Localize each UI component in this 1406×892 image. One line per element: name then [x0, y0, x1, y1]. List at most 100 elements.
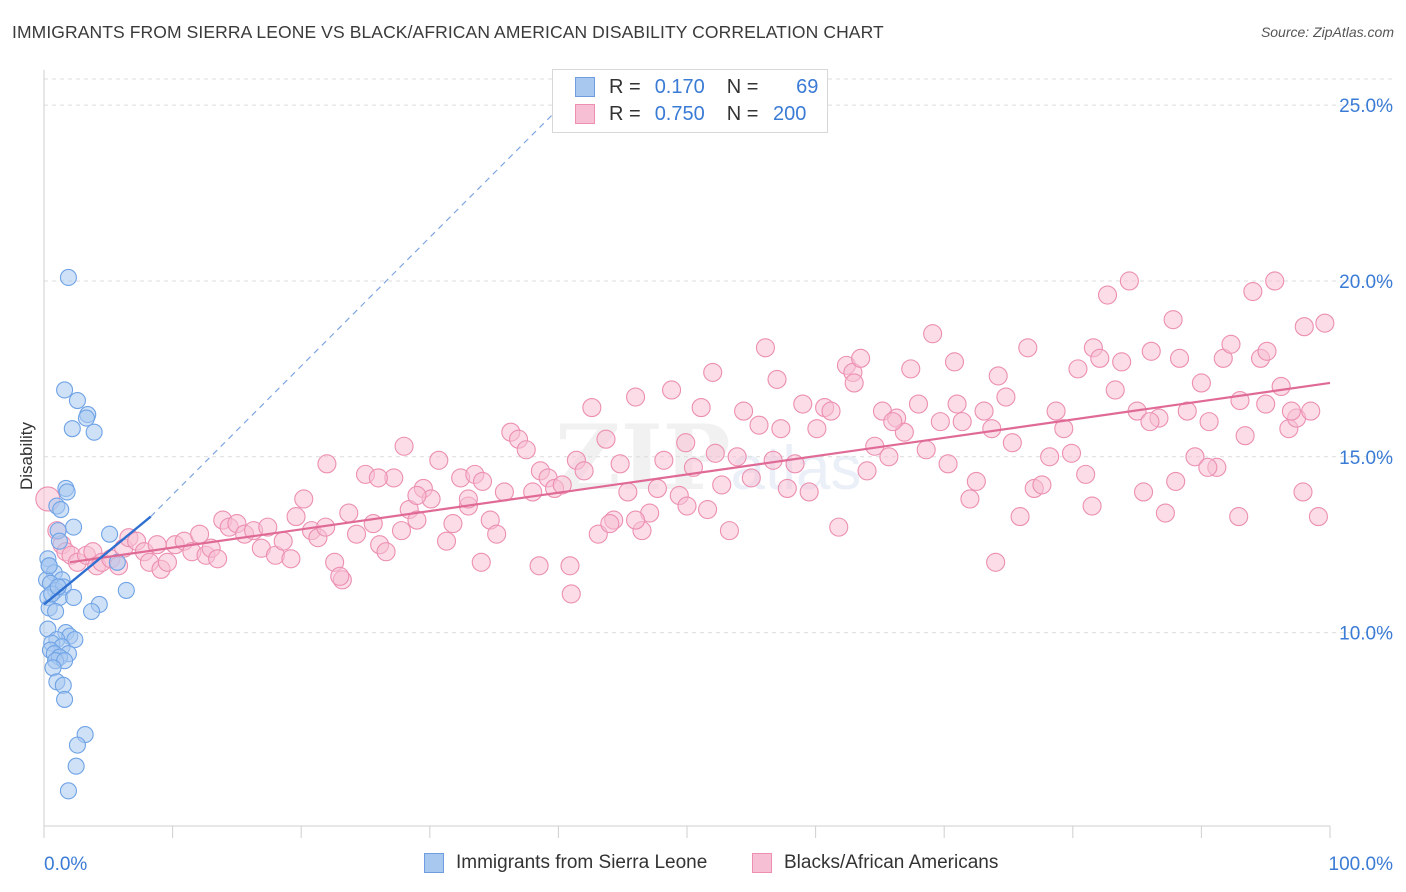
legend-r-label: R =: [609, 102, 641, 125]
data-point-immigrants-sierra-leone: [101, 525, 119, 543]
data-point-blacks-african-americans: [1141, 341, 1161, 361]
data-point-blacks-african-americans: [330, 566, 350, 586]
legend-n-value: 200: [773, 102, 807, 125]
data-point-blacks-african-americans: [982, 419, 1002, 439]
data-point-blacks-african-americans: [560, 556, 580, 576]
data-point-immigrants-sierra-leone: [58, 483, 76, 501]
data-point-blacks-african-americans: [1002, 433, 1022, 453]
data-point-blacks-african-americans: [281, 549, 301, 569]
data-point-blacks-african-americans: [1308, 507, 1328, 527]
data-point-blacks-african-americans: [1068, 359, 1088, 379]
data-point-blacks-african-americans: [727, 447, 747, 467]
data-point-immigrants-sierra-leone: [65, 518, 83, 536]
data-point-blacks-african-americans: [676, 433, 696, 453]
data-point-blacks-african-americans: [1315, 313, 1335, 333]
data-point-blacks-african-americans: [1040, 447, 1060, 467]
data-point-blacks-african-americans: [960, 489, 980, 509]
data-point-blacks-african-americans: [851, 348, 871, 368]
legend-r-label: R =: [609, 75, 641, 98]
data-point-blacks-african-americans: [1082, 496, 1102, 516]
data-point-blacks-african-americans: [1257, 341, 1277, 361]
data-point-blacks-african-americans: [391, 521, 412, 541]
data-point-blacks-african-americans: [487, 524, 507, 544]
legend-r-value: 0.750: [654, 102, 705, 125]
data-point-blacks-african-americans: [1281, 401, 1301, 421]
data-point-immigrants-sierra-leone: [59, 268, 77, 287]
data-point-blacks-african-americans: [698, 499, 718, 520]
data-point-blacks-african-americans: [1166, 471, 1186, 491]
data-point-immigrants-sierra-leone: [85, 423, 103, 441]
data-point-blacks-african-americans: [952, 412, 972, 432]
data-point-blacks-african-americans: [703, 362, 723, 382]
data-point-blacks-african-americans: [1090, 348, 1110, 368]
data-point-blacks-african-americans: [821, 401, 841, 421]
legend-swatch-pink: [575, 104, 595, 124]
data-point-blacks-african-americans: [996, 387, 1016, 407]
data-point-blacks-african-americans: [574, 461, 594, 481]
data-point-blacks-african-americans: [208, 549, 228, 569]
correlation-legend: R = 0.170 N = 69 R = 0.750 N = 200: [552, 69, 828, 133]
data-point-blacks-african-americans: [1054, 419, 1074, 439]
data-point-immigrants-sierra-leone: [50, 532, 68, 550]
data-point-immigrants-sierra-leone: [67, 757, 85, 775]
data-point-blacks-african-americans: [1018, 338, 1038, 358]
data-point-blacks-african-americans: [1169, 348, 1190, 368]
data-point-immigrants-sierra-leone: [117, 581, 135, 599]
trend-line-blacks-african-americans: [69, 381, 1331, 564]
data-point-blacks-african-americans: [1097, 285, 1118, 305]
data-point-blacks-african-americans: [1076, 464, 1096, 484]
data-point-blacks-african-americans: [436, 531, 457, 551]
data-point-blacks-african-americans: [458, 489, 478, 509]
data-point-blacks-african-americans: [1032, 475, 1052, 495]
chart-title: IMMIGRANTS FROM SIERRA LEONE VS BLACK/AF…: [12, 22, 884, 42]
data-point-blacks-african-americans: [600, 514, 620, 534]
data-point-immigrants-sierra-leone: [44, 659, 62, 677]
data-point-blacks-african-americans: [472, 471, 493, 491]
data-point-blacks-african-americans: [741, 468, 761, 488]
trend-lines: [43, 108, 1331, 606]
trend-line-sierra-leone: [43, 515, 152, 606]
data-point-blacks-african-americans: [443, 514, 463, 534]
data-point-blacks-african-americans: [938, 454, 958, 474]
data-point-blacks-african-americans: [346, 524, 367, 544]
data-point-immigrants-sierra-leone: [68, 736, 86, 754]
bottom-legend-label: Blacks/African Americans: [784, 852, 999, 873]
data-point-blacks-african-americans: [1061, 443, 1082, 463]
data-point-blacks-african-americans: [1119, 271, 1139, 291]
gridlines: [44, 78, 1392, 634]
data-point-blacks-african-americans: [339, 503, 359, 523]
data-point-blacks-african-americans: [755, 338, 775, 358]
data-point-blacks-african-americans: [429, 450, 449, 470]
data-point-blacks-african-americans: [294, 489, 314, 509]
data-point-blacks-african-americans: [561, 584, 581, 604]
data-point-blacks-african-americans: [712, 475, 732, 495]
data-point-immigrants-sierra-leone: [59, 782, 77, 800]
legend-n-value: 69: [796, 75, 819, 98]
data-point-blacks-african-americans: [947, 394, 967, 414]
data-point-blacks-african-americans: [923, 324, 943, 344]
data-point-blacks-african-americans: [734, 401, 754, 421]
data-point-blacks-african-americans: [317, 454, 337, 474]
data-point-blacks-african-americans: [1155, 503, 1175, 523]
legend-row-sierra-leone: R = 0.170 N = 69: [575, 74, 818, 100]
data-point-blacks-african-americans: [883, 412, 903, 432]
data-point-blacks-african-americans: [1293, 482, 1313, 502]
y-axis-label: Disability: [17, 421, 36, 490]
bottom-legend-swatch-pink: [752, 853, 772, 873]
data-point-blacks-african-americans: [626, 387, 646, 407]
data-point-immigrants-sierra-leone: [77, 409, 95, 427]
data-point-immigrants-sierra-leone: [40, 557, 58, 575]
data-point-blacks-african-americans: [1265, 271, 1285, 291]
data-point-blacks-african-americans: [966, 471, 986, 491]
data-point-immigrants-sierra-leone: [108, 553, 126, 571]
data-point-blacks-african-americans: [273, 531, 293, 551]
data-point-blacks-african-americans: [767, 369, 787, 389]
trend-extension-sierra-leone: [150, 108, 559, 517]
y-tick-label: 15.0%: [1339, 448, 1393, 469]
data-point-blacks-african-americans: [1198, 457, 1218, 477]
data-point-blacks-african-americans: [908, 394, 929, 414]
data-point-blacks-african-americans: [829, 517, 849, 537]
data-point-blacks-african-americans: [719, 521, 739, 541]
data-point-blacks-african-americans: [662, 380, 682, 400]
legend-r-value: 0.170: [654, 75, 705, 98]
